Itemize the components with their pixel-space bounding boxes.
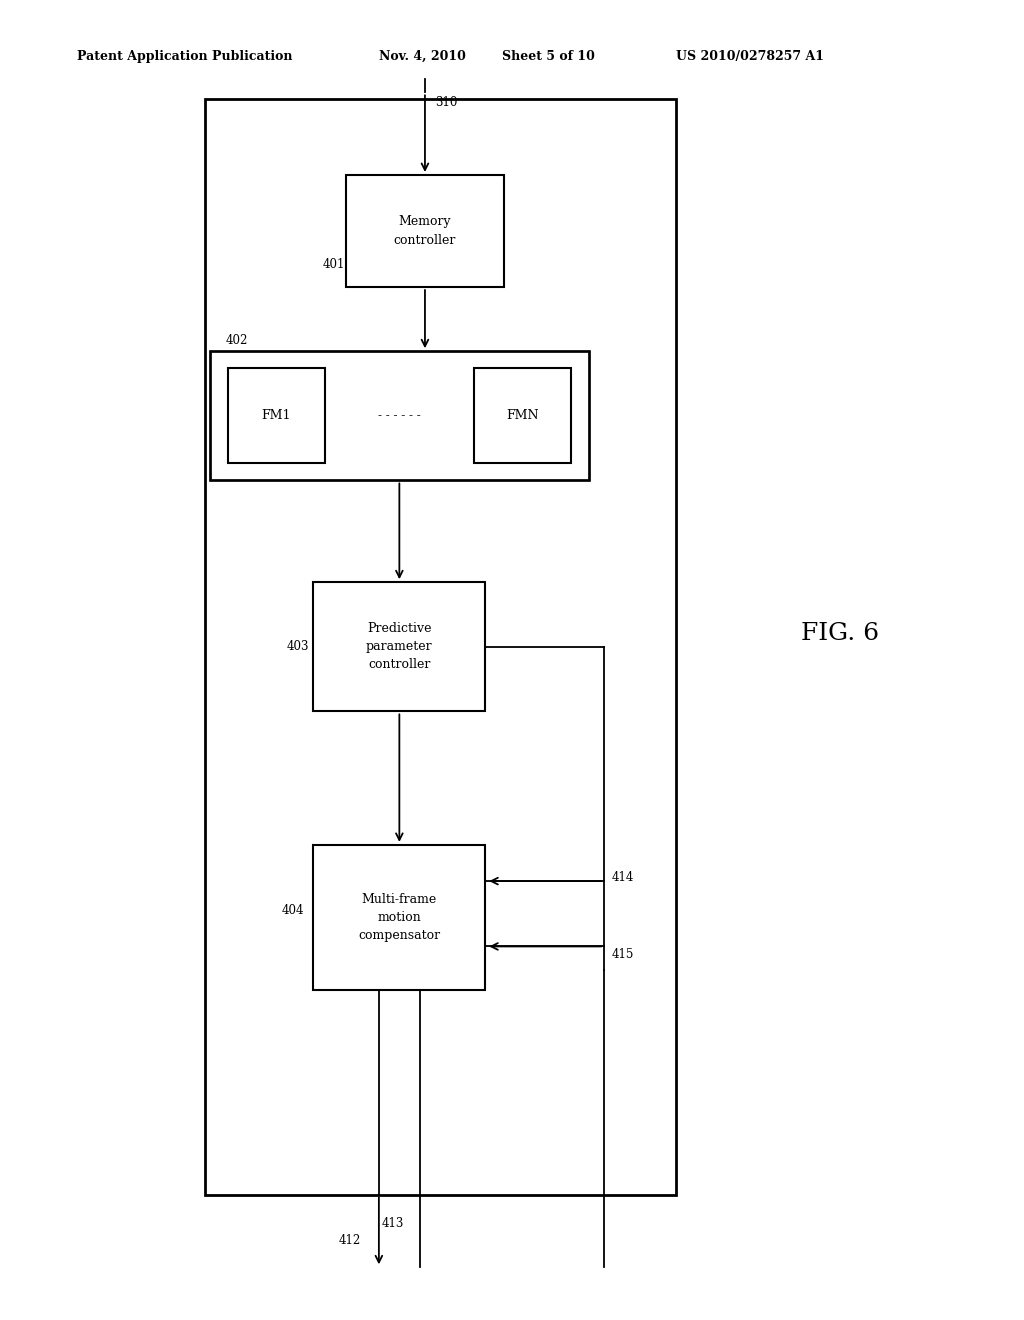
Bar <box>313 845 485 990</box>
Text: US 2010/0278257 A1: US 2010/0278257 A1 <box>676 50 824 63</box>
Text: 412: 412 <box>338 1234 360 1247</box>
Text: FM1: FM1 <box>262 409 291 422</box>
Text: 414: 414 <box>611 871 634 884</box>
Bar <box>228 368 326 463</box>
Text: Nov. 4, 2010: Nov. 4, 2010 <box>379 50 466 63</box>
Text: 403: 403 <box>287 640 309 653</box>
Text: Predictive
parameter
controller: Predictive parameter controller <box>366 622 433 672</box>
Text: 401: 401 <box>323 257 345 271</box>
Text: Sheet 5 of 10: Sheet 5 of 10 <box>502 50 595 63</box>
Text: Patent Application Publication: Patent Application Publication <box>77 50 292 63</box>
Text: 413: 413 <box>382 1217 404 1230</box>
Text: 415: 415 <box>611 948 634 961</box>
Bar <box>313 582 485 711</box>
Text: - - - - - -: - - - - - - <box>378 409 421 422</box>
Bar <box>205 99 676 1195</box>
Text: 402: 402 <box>225 334 248 347</box>
Text: 310: 310 <box>435 96 458 110</box>
Text: 404: 404 <box>282 904 304 917</box>
Text: Multi-frame
motion
compensator: Multi-frame motion compensator <box>358 892 440 942</box>
Text: FMN: FMN <box>506 409 539 422</box>
Text: FIG. 6: FIG. 6 <box>801 622 879 645</box>
Text: Memory
controller: Memory controller <box>394 215 456 247</box>
Bar <box>473 368 571 463</box>
Bar <box>345 176 504 288</box>
Bar <box>210 351 589 480</box>
